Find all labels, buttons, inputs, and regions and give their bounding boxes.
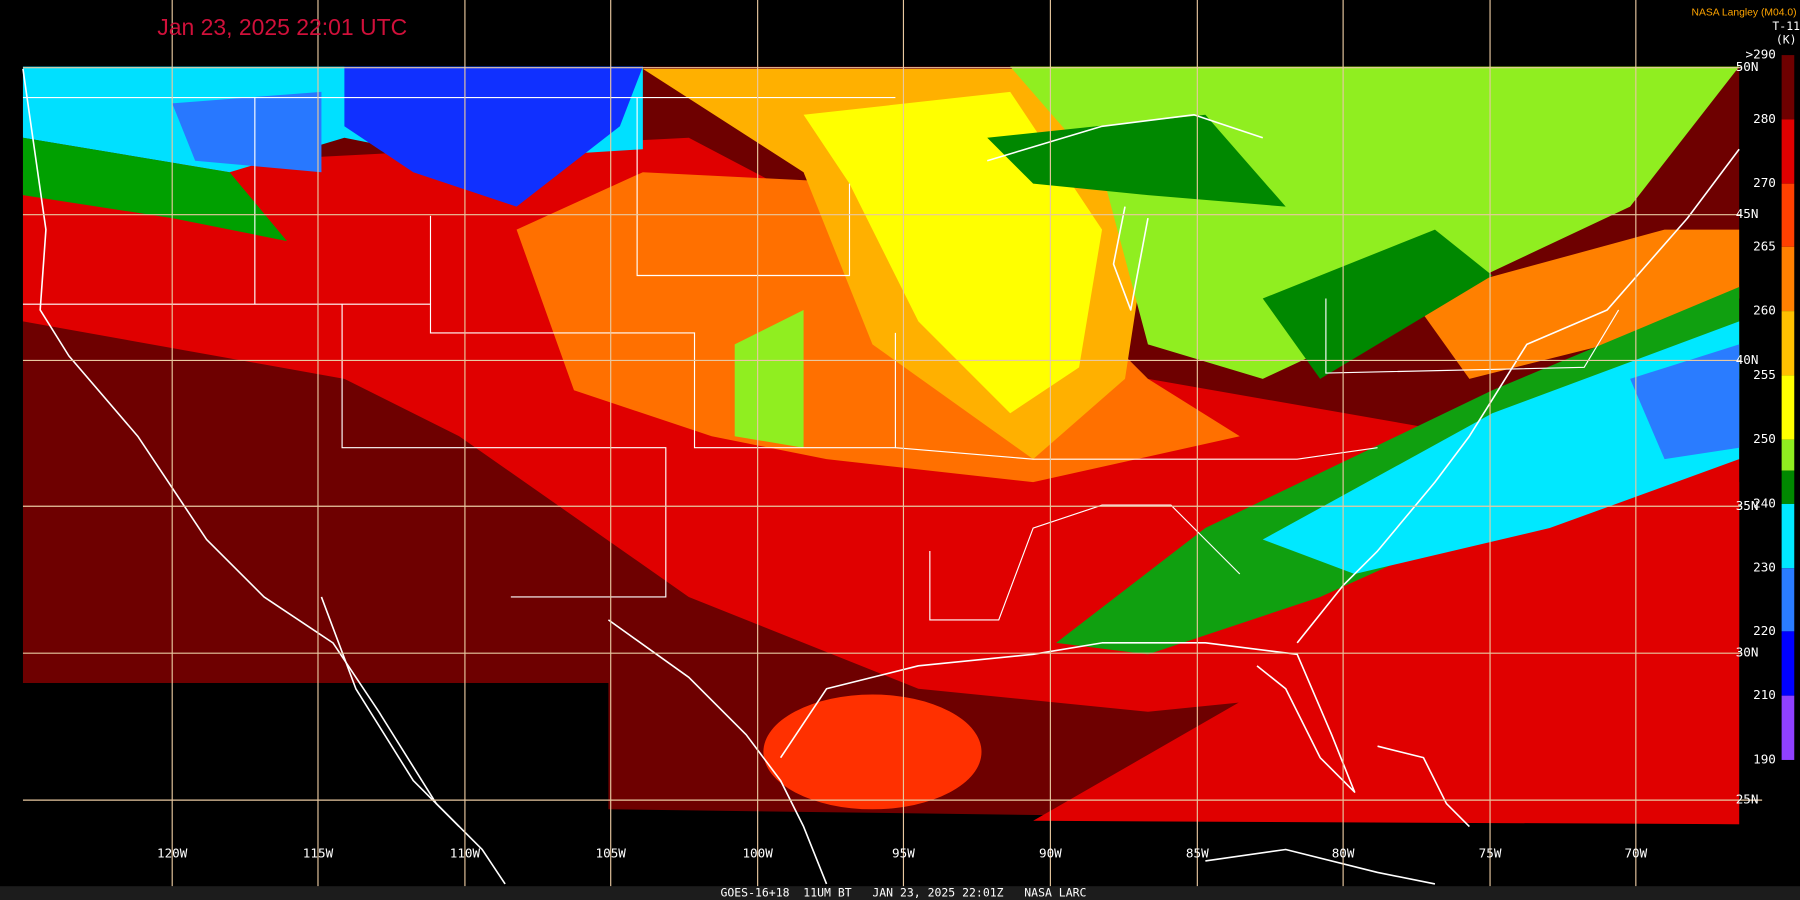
longitude-label: 100W [742, 846, 773, 861]
colorbar-label: 190 [1753, 751, 1776, 766]
longitude-label: 70W [1624, 846, 1647, 861]
longitude-label: 115W [303, 846, 334, 861]
latitude-label: 45N [1736, 206, 1759, 221]
colorbar-label: 230 [1753, 560, 1776, 575]
longitude-label: 75W [1479, 846, 1502, 861]
state-borders [22, 97, 1620, 621]
latitude-label: 30N [1736, 645, 1759, 660]
colorbar-segment [1781, 470, 1795, 504]
title: Jan 23, 2025 22:01 UTC [157, 14, 407, 40]
longitude-label: 105W [596, 846, 627, 861]
colorbar-segment [1781, 568, 1795, 632]
colorbar-segment [1781, 55, 1795, 120]
latitude-label: 35N [1736, 498, 1759, 513]
colorbar-label: 255 [1753, 367, 1776, 382]
latitude-label: 50N [1736, 59, 1759, 74]
colorbar-label: 265 [1753, 238, 1776, 253]
footer-bar [0, 886, 1800, 900]
colorbar-label: 240 [1753, 495, 1776, 510]
imagery [22, 66, 1740, 825]
colorbar-units: (K) [1776, 33, 1797, 47]
longitude-label: 110W [450, 846, 481, 861]
colorbar-label: 220 [1753, 623, 1776, 638]
latitude-label: 40N [1736, 352, 1759, 367]
colorbar-segment [1781, 311, 1795, 376]
longitude-label: 80W [1332, 846, 1355, 861]
colorbar-segment [1781, 695, 1795, 760]
latitude-label: 25N [1736, 792, 1759, 807]
colorbar-segment [1781, 183, 1795, 247]
credit: NASA Langley (M04.0) [1691, 7, 1796, 18]
colorbar-segment [1781, 631, 1795, 696]
colorbar: >290 280 270 265 260 255 250 240 230 220 210 190 [1746, 47, 1795, 766]
colorbar-label: 260 [1753, 303, 1776, 318]
colorbar-label: 210 [1753, 687, 1776, 702]
colorbar-label: >290 [1746, 47, 1776, 62]
longitude-label: 85W [1186, 846, 1209, 861]
colorbar-segment [1781, 375, 1795, 440]
longitude-label: 90W [1039, 846, 1062, 861]
footer: GOES-16+18 11UM BT JAN 23, 2025 22:01Z N… [720, 886, 1086, 900]
colorbar-label: 270 [1753, 175, 1776, 190]
colorbar-label: 250 [1753, 431, 1776, 446]
colorbar-title: T-11 [1772, 19, 1800, 33]
colorbar-segment [1781, 119, 1795, 184]
longitude-label: 95W [892, 846, 915, 861]
colorbar-label: 280 [1753, 111, 1776, 126]
colorbar-segment [1781, 439, 1795, 471]
colorbar-segment [1781, 503, 1795, 569]
colorbar-segment [1781, 246, 1795, 312]
longitude-label: 120W [157, 846, 188, 861]
graticule [22, 0, 1763, 887]
